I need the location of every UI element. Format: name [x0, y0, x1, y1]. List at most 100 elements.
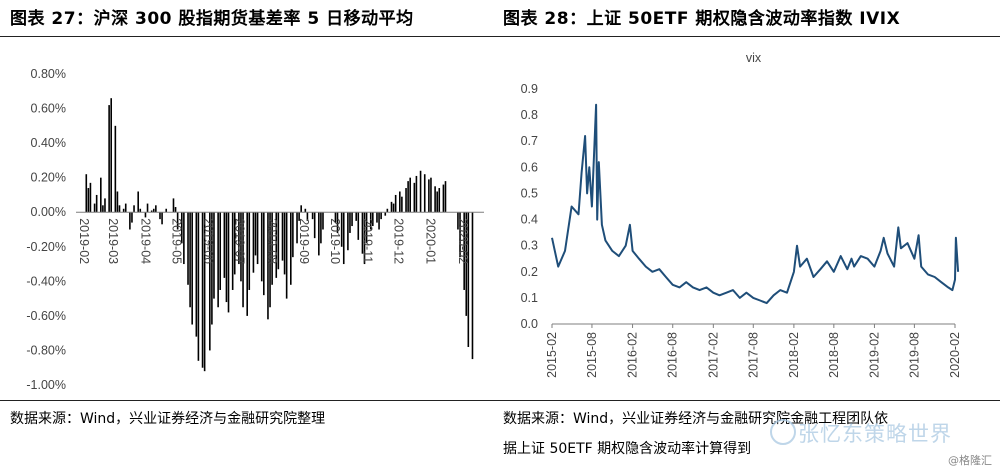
bar [390, 201, 393, 213]
bar [248, 212, 251, 290]
x-tick-label: 2019-03 [106, 218, 120, 264]
bar [467, 212, 470, 347]
left-source-note: 数据来源：Wind，兴业证券经济与金融研究院整理 [10, 411, 326, 427]
bar [378, 212, 380, 230]
bar [407, 181, 409, 213]
bar [322, 212, 324, 230]
bar [277, 212, 280, 270]
bar [351, 212, 353, 227]
x-tick-label: 2015-02 [545, 332, 559, 378]
bar [386, 208, 389, 213]
bar [197, 212, 200, 361]
x-tick-label: 2020-02 [456, 218, 470, 264]
left-chart-title: 图表 27：沪深 300 股指期货基差率 5 日移动平均 [10, 9, 414, 29]
watermark: 张忆东策略世界 [770, 418, 952, 448]
x-tick-label: 2019-02 [77, 218, 91, 264]
x-tick-label: 2019-10 [328, 218, 342, 264]
bar [392, 203, 395, 213]
bar [306, 212, 309, 221]
bar [409, 177, 411, 213]
bar [405, 188, 407, 213]
bar [231, 212, 234, 290]
bar [150, 210, 153, 213]
bar [100, 177, 102, 213]
bar [419, 170, 422, 213]
bar [369, 212, 372, 230]
bar [242, 212, 244, 308]
bar [252, 212, 255, 273]
bar [139, 208, 142, 213]
y-tick-label: 0.9 [521, 82, 538, 96]
bar [304, 208, 307, 213]
x-tick-label: 2019-02 [867, 332, 881, 378]
bar [355, 212, 358, 221]
bar [254, 212, 257, 256]
bar [144, 212, 147, 218]
bar [444, 181, 447, 213]
bar [365, 212, 368, 244]
bar [256, 212, 259, 265]
y-tick-label: 0.3 [521, 239, 538, 253]
bar [311, 212, 314, 220]
bar [129, 212, 131, 230]
bar [155, 205, 157, 213]
bar [146, 203, 149, 213]
bar [438, 188, 441, 213]
y-tick-label: -0.40% [26, 274, 66, 288]
bar [465, 212, 468, 316]
bar [165, 208, 168, 213]
bar [260, 212, 263, 282]
y-tick-label: 0.80% [31, 67, 66, 81]
bar [372, 212, 374, 227]
bar [463, 212, 465, 290]
x-tick-label: 2020-01 [424, 218, 438, 264]
ivix-series-line [551, 103, 960, 305]
chart-title: vix [746, 51, 762, 65]
bar [342, 212, 345, 265]
bar [161, 212, 163, 225]
bar [363, 212, 366, 265]
x-tick-label: 2016-08 [666, 332, 680, 378]
bar [300, 205, 302, 213]
bar [334, 212, 337, 223]
bar [246, 212, 248, 316]
bar [201, 212, 204, 368]
bar [275, 212, 278, 278]
x-tick-label: 2019-11 [360, 218, 374, 263]
bar [203, 212, 206, 372]
bar [85, 174, 88, 213]
bar [217, 212, 219, 308]
bar [116, 191, 119, 213]
bar [95, 194, 98, 213]
ivix-line-chart: vix 0.9 0.8 0.7 0.6 0.5 0.4 0.3 0.2 0.1 0.0 2015-02… [521, 51, 962, 378]
bar [187, 212, 189, 285]
bar [290, 212, 292, 285]
y-tick-label: 0.40% [31, 136, 66, 150]
right-chart-title: 图表 28：上证 50ETF 期权隐含波动率指数 IVIX [503, 9, 901, 29]
bar [384, 212, 387, 216]
bar [361, 212, 364, 254]
x-tick-label: 2019-04 [138, 218, 152, 264]
y-tick-label: 0.6 [521, 160, 538, 174]
bar [415, 175, 418, 213]
bar [340, 212, 343, 247]
bar [225, 212, 228, 303]
y-tick-label: -1.00% [26, 378, 66, 392]
x-tick-label: 2019-07 [233, 218, 247, 264]
y-tick-label: 0.60% [31, 102, 66, 116]
bar [227, 212, 230, 313]
bar [380, 212, 382, 220]
bar [292, 212, 294, 258]
bar [349, 212, 351, 233]
bar [442, 184, 445, 213]
bar [434, 186, 436, 213]
x-tick-label: 2017-08 [746, 332, 760, 378]
bar [459, 212, 461, 258]
bar [471, 212, 474, 360]
y-tick-label: -0.80% [26, 343, 66, 357]
y-tick-label: 0.7 [521, 134, 538, 148]
y-tick-label: 0.20% [31, 171, 66, 185]
bar [428, 179, 430, 213]
bar [238, 212, 240, 265]
bar [376, 212, 378, 223]
